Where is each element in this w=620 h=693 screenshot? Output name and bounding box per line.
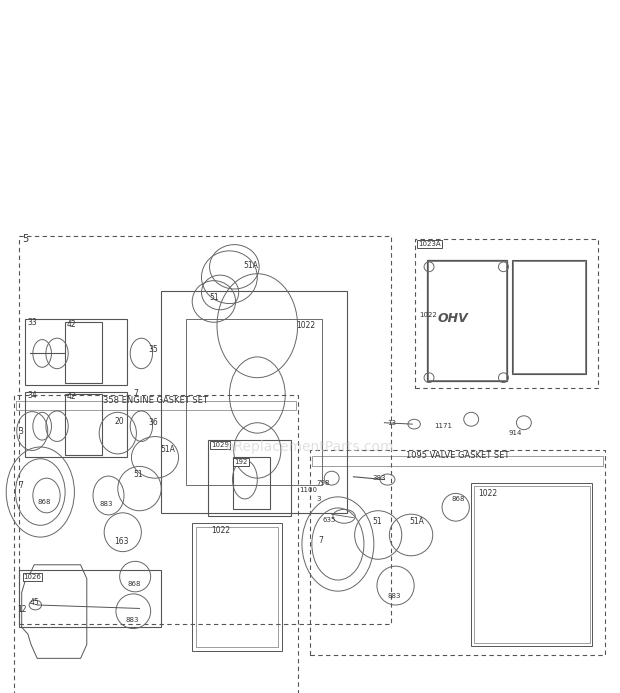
- Text: 51: 51: [133, 471, 143, 479]
- Text: 3: 3: [19, 427, 24, 435]
- Text: 914: 914: [508, 430, 522, 436]
- Bar: [232, 457, 270, 509]
- Text: 20: 20: [115, 417, 125, 426]
- Bar: [25, 392, 127, 457]
- Text: 1171: 1171: [434, 423, 452, 429]
- Text: 3: 3: [316, 496, 321, 502]
- Text: 7: 7: [19, 481, 24, 489]
- Text: 1022: 1022: [296, 322, 315, 330]
- Text: 45: 45: [30, 599, 40, 607]
- Text: 1100: 1100: [299, 487, 317, 493]
- Bar: [427, 260, 507, 381]
- Text: 36: 36: [149, 419, 159, 427]
- Text: 883: 883: [388, 593, 401, 599]
- Text: 42: 42: [67, 392, 77, 401]
- Text: 51: 51: [372, 517, 382, 525]
- Text: 35: 35: [149, 346, 159, 354]
- Bar: [16, 401, 296, 410]
- Text: 5: 5: [22, 234, 28, 244]
- Text: 12: 12: [17, 606, 27, 614]
- Text: 798: 798: [317, 480, 330, 486]
- Text: 1022: 1022: [479, 489, 498, 498]
- Bar: [513, 261, 585, 373]
- Text: 635: 635: [322, 517, 336, 523]
- Bar: [14, 395, 298, 693]
- Text: OHV: OHV: [437, 313, 468, 325]
- Text: 192: 192: [234, 459, 248, 465]
- Text: 51A: 51A: [409, 517, 424, 525]
- Text: 1023A: 1023A: [418, 241, 441, 247]
- Text: 383: 383: [372, 475, 386, 481]
- Bar: [25, 319, 127, 385]
- Bar: [65, 394, 102, 455]
- Bar: [428, 261, 506, 380]
- Bar: [65, 322, 102, 383]
- Text: 7: 7: [318, 536, 323, 545]
- Text: 1095 VALVE GASKET SET: 1095 VALVE GASKET SET: [406, 452, 509, 460]
- Text: 34: 34: [28, 391, 38, 399]
- Text: 868: 868: [127, 581, 141, 586]
- Text: 7: 7: [133, 389, 138, 398]
- Text: 868: 868: [451, 496, 465, 502]
- Bar: [310, 450, 604, 655]
- Text: 163: 163: [115, 538, 129, 546]
- Text: 51A: 51A: [243, 261, 258, 270]
- Bar: [312, 456, 603, 466]
- Text: 358 ENGINE GASKET SET: 358 ENGINE GASKET SET: [102, 396, 208, 405]
- Text: 13: 13: [388, 420, 397, 426]
- Text: 883: 883: [99, 501, 113, 507]
- Bar: [196, 527, 278, 647]
- Text: 1029: 1029: [211, 442, 229, 448]
- Text: 1026: 1026: [24, 574, 42, 580]
- Text: 42: 42: [67, 320, 77, 328]
- Text: 1022: 1022: [419, 313, 437, 318]
- Text: 33: 33: [28, 318, 38, 326]
- Text: 1022: 1022: [211, 527, 230, 535]
- Text: 883: 883: [125, 617, 139, 623]
- Bar: [471, 483, 592, 646]
- Bar: [208, 440, 291, 516]
- Bar: [512, 260, 586, 374]
- Bar: [474, 486, 590, 643]
- Text: 51: 51: [210, 294, 219, 302]
- Bar: [19, 570, 161, 627]
- Text: eReplacementParts.com: eReplacementParts.com: [226, 440, 394, 454]
- Bar: [186, 319, 322, 485]
- Text: 868: 868: [37, 500, 51, 505]
- Bar: [19, 236, 391, 624]
- Text: 51A: 51A: [160, 445, 175, 453]
- Bar: [161, 291, 347, 513]
- Bar: [192, 523, 282, 651]
- Bar: [415, 239, 598, 388]
